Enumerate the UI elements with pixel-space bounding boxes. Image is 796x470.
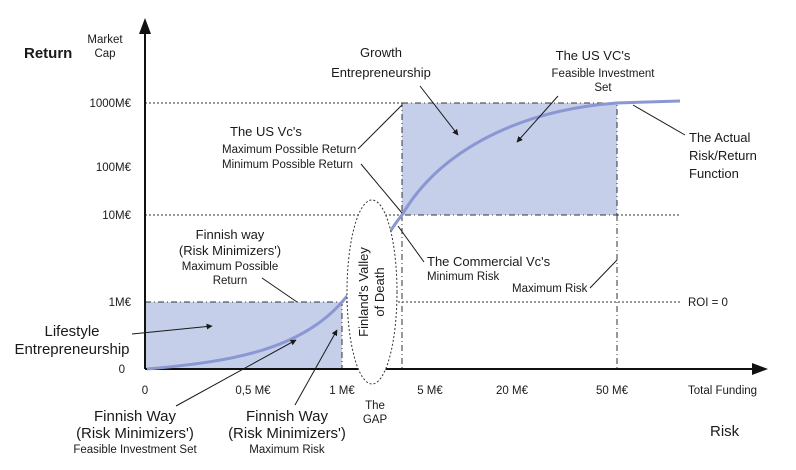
valley-label-line1: Finland's Valley: [356, 247, 371, 337]
market-cap-label-2: Cap: [94, 48, 115, 60]
x-tick-0: 0: [142, 385, 148, 397]
market-cap-label-1: Market: [87, 34, 123, 46]
finnish-set-arrow: [175, 339, 297, 407]
finnish-set-label-3: Feasible Investment Set: [73, 444, 197, 456]
x-tick-1: 1 M€: [329, 385, 355, 397]
y-axis-arrow: [139, 18, 151, 34]
us-vc-return-label-2: Maximum Possible Return: [222, 144, 356, 156]
y-tick-10: 10M€: [102, 210, 131, 222]
lifestyle-label-2: Entrepreneurship: [14, 341, 129, 358]
x-tick-05: 0,5 M€: [235, 385, 271, 397]
max-risk-leader: [589, 259, 618, 289]
finnish-risk-label-3: Maximum Risk: [249, 444, 325, 456]
us-vc-min-return-leader: [360, 163, 403, 214]
finnish-set-label-2: (Risk Minimizers'): [76, 425, 194, 442]
finnish-risk-label-2: (Risk Minimizers'): [228, 425, 346, 442]
valley-label: Finland's Valley of Death: [356, 247, 387, 337]
finnish-set-label-1: Finnish Way: [94, 408, 176, 425]
finnish-risk-label-1: Finnish Way: [246, 408, 328, 425]
x-axis-arrow: [752, 363, 768, 375]
us-vc-set-label-2: Feasible Investment: [552, 68, 656, 80]
y-tick-1000: 1000M€: [89, 98, 131, 110]
risk-axis-title: Risk: [710, 423, 740, 440]
us-vc-return-label-3: Minimum Possible Return: [222, 159, 353, 171]
growth-arrow: [419, 85, 459, 136]
us-vc-return-label-1: The US Vc's: [230, 124, 302, 139]
finnish-way-label-2: (Risk Minimizers'): [179, 243, 281, 258]
us-vc-set-arrow: [516, 95, 559, 143]
total-funding-label: Total Funding: [688, 385, 757, 397]
roi-label: ROI = 0: [688, 297, 728, 309]
y-tick-1: 1M€: [109, 297, 132, 309]
growth-label-1: Growth: [360, 45, 402, 60]
finnish-feasible-set-box: [144, 301, 343, 370]
gap-label-1: The: [365, 400, 385, 412]
finnish-risk-arrow: [294, 329, 338, 406]
us-vc-max-return-leader: [357, 104, 403, 150]
growth-label-2: Entrepreneurship: [331, 65, 431, 80]
actual-label-3: Function: [689, 166, 739, 181]
actual-leader: [632, 104, 686, 136]
max-risk-label: Maximum Risk: [512, 283, 588, 295]
x-tick-5: 5 M€: [417, 385, 443, 397]
commercial-label-2: Minimum Risk: [427, 271, 499, 283]
actual-label-1: The Actual: [689, 130, 751, 145]
finnish-way-leader: [261, 277, 298, 303]
gap-label-2: GAP: [363, 414, 388, 426]
y-tick-0: 0: [119, 364, 125, 376]
actual-label-2: Risk/Return: [689, 148, 757, 163]
return-axis-title: Return: [24, 45, 72, 62]
valley-label-line2: of Death: [372, 267, 387, 316]
lifestyle-arrow: [131, 323, 213, 335]
us-vc-feasible-set-box: [401, 102, 618, 216]
x-tick-50: 50 M€: [596, 385, 629, 397]
x-tick-20: 20 M€: [496, 385, 529, 397]
finnish-way-label-1: Finnish way: [196, 227, 265, 242]
lifestyle-label-1: Lifestyle: [44, 323, 99, 340]
y-tick-100: 100M€: [96, 162, 132, 174]
us-vc-set-label-3: Set: [594, 82, 612, 94]
commercial-leader: [397, 225, 425, 263]
commercial-label-1: The Commercial Vc's: [427, 254, 551, 269]
valley-of-death-ellipse: [346, 199, 398, 385]
us-vc-set-label-1: The US VC's: [556, 48, 631, 63]
finnish-way-label-3: Maximum Possible: [182, 261, 279, 273]
finnish-way-label-4: Return: [213, 275, 248, 287]
